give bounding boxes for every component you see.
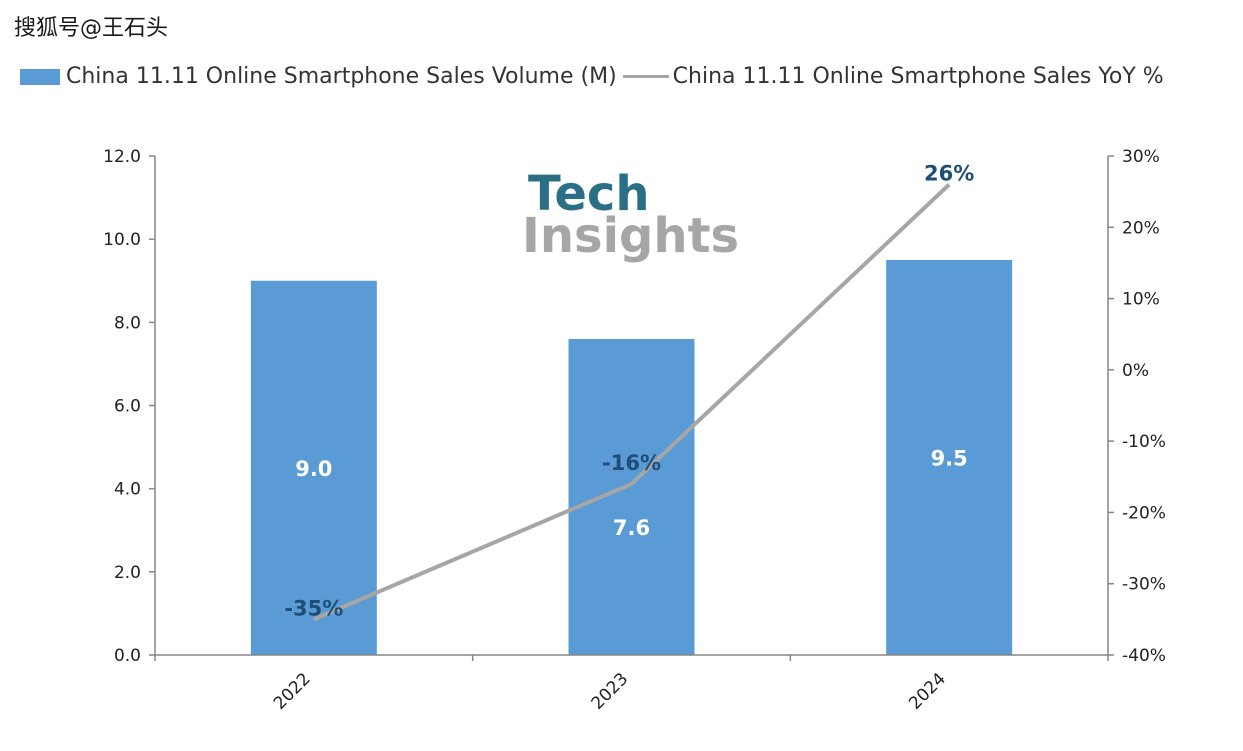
right-tick-label: -30%	[1122, 575, 1166, 595]
x-tick-label: 2023	[588, 669, 633, 714]
x-tick-label: 2022	[270, 669, 315, 714]
bar-2024	[886, 259, 1013, 655]
techinsights-logo: Tech Insights	[522, 166, 739, 264]
x-tick-label: 2024	[905, 669, 950, 714]
right-tick-label: -10%	[1122, 432, 1166, 452]
bar-data-label: 9.5	[931, 446, 968, 470]
legend-line-swatch	[622, 75, 669, 78]
chart-legend: China 11.11 Online Smartphone Sales Volu…	[20, 64, 1164, 89]
right-tick-label: 20%	[1122, 218, 1160, 238]
bar-data-label: 9.0	[295, 457, 332, 481]
right-tick-label: 0%	[1122, 361, 1149, 381]
right-tick-label: 30%	[1122, 147, 1160, 167]
bar-2023	[568, 338, 695, 655]
legend-bar-label: China 11.11 Online Smartphone Sales Volu…	[66, 64, 617, 89]
left-tick-label: 2.0	[114, 563, 141, 583]
legend-bar-swatch	[20, 68, 60, 85]
left-tick-label: 10.0	[103, 230, 141, 250]
watermark-text: 搜狐号@王石头	[14, 16, 169, 41]
right-tick-label: -40%	[1122, 646, 1166, 666]
left-tick-label: 0.0	[114, 646, 141, 666]
left-tick-label: 8.0	[114, 313, 141, 333]
left-tick-label: 12.0	[103, 147, 141, 167]
logo-tech-text: Tech	[528, 166, 650, 222]
logo-insights-text: Insights	[522, 208, 739, 264]
bar-2022	[250, 280, 377, 655]
bar-data-label: 7.6	[613, 516, 650, 540]
line-data-label: -16%	[602, 451, 661, 475]
right-tick-label: 10%	[1122, 290, 1160, 310]
left-tick-label: 6.0	[114, 397, 141, 417]
left-tick-label: 4.0	[114, 480, 141, 500]
right-tick-label: -20%	[1122, 503, 1166, 523]
line-data-label: -35%	[284, 596, 343, 620]
yoy-line	[313, 183, 951, 622]
legend-line-label: China 11.11 Online Smartphone Sales YoY …	[672, 64, 1164, 89]
line-data-label: 26%	[924, 162, 974, 186]
